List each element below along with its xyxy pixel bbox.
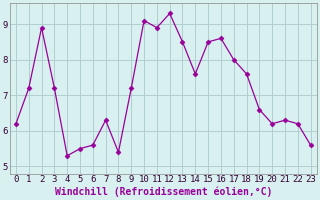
X-axis label: Windchill (Refroidissement éolien,°C): Windchill (Refroidissement éolien,°C) (55, 187, 272, 197)
